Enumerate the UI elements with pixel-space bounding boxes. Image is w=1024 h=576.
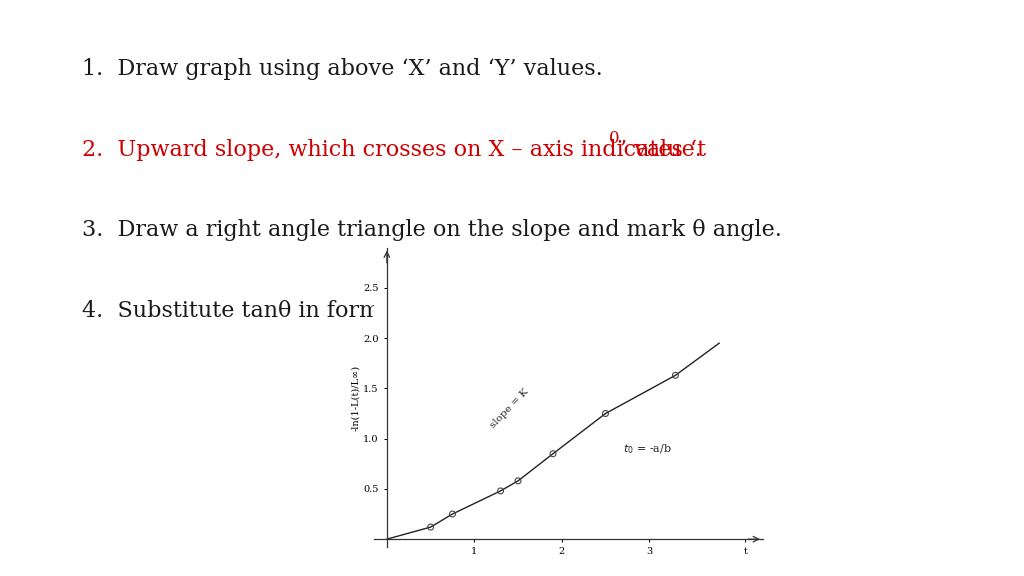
Point	[493, 486, 509, 495]
Point	[545, 449, 561, 458]
Text: 2.  Upward slope, which crosses on X – axis indicates ‘t: 2. Upward slope, which crosses on X – ax…	[82, 139, 706, 161]
Point	[510, 476, 526, 486]
Text: $t_0$ = -a/b: $t_0$ = -a/b	[623, 442, 672, 456]
Text: 0: 0	[609, 130, 620, 147]
Point	[423, 522, 439, 532]
Point	[597, 409, 613, 418]
Point	[668, 371, 684, 380]
Y-axis label: -ln(1-L(t)/L∞): -ln(1-L(t)/L∞)	[351, 365, 360, 430]
Text: ’ value.: ’ value.	[620, 139, 701, 161]
Text: 4.  Substitute tanθ in formula K = b.: 4. Substitute tanθ in formula K = b.	[82, 300, 493, 322]
Text: 1.  Draw graph using above ‘X’ and ‘Y’ values.: 1. Draw graph using above ‘X’ and ‘Y’ va…	[82, 58, 603, 80]
Text: 3.  Draw a right angle triangle on the slope and mark θ angle.: 3. Draw a right angle triangle on the sl…	[82, 219, 781, 241]
Text: slope = K: slope = K	[488, 387, 530, 430]
Point	[444, 509, 461, 518]
